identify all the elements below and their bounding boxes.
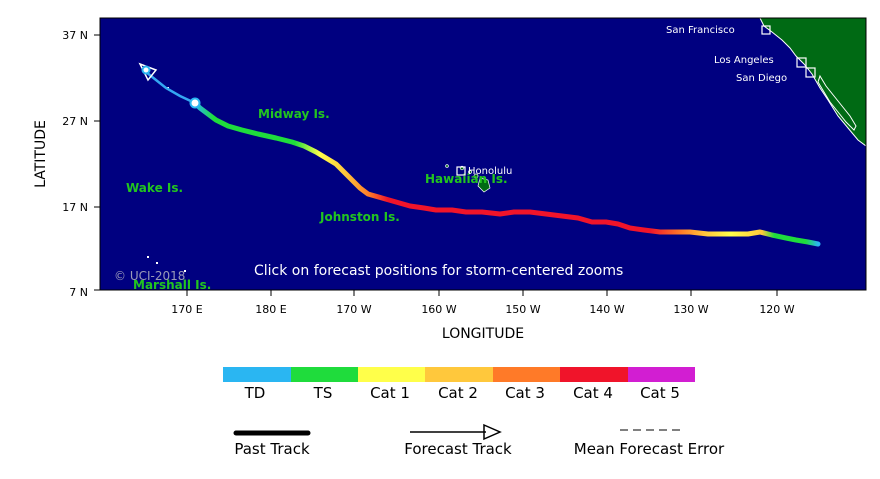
lon-tick-170e: 170 E xyxy=(171,303,202,316)
plot-frame xyxy=(99,17,867,291)
lat-tick-7n: 7 N xyxy=(69,286,88,299)
legend-swatch-ts xyxy=(291,367,358,382)
forecast-track xyxy=(145,71,196,105)
lon-tick-150w: 150 W xyxy=(505,303,540,316)
johnston-label: Johnston Is. xyxy=(319,210,400,224)
lat-tick-27n: 27 N xyxy=(62,115,88,128)
legend-label-ts: TS xyxy=(313,384,333,402)
lon-tick-160w: 160 W xyxy=(421,303,456,316)
legend-label-td: TD xyxy=(244,384,266,402)
zoom-instruction: Click on forecast positions for storm-ce… xyxy=(254,263,623,279)
forecast-track-symbol-arrowhead xyxy=(483,423,502,441)
past-track xyxy=(192,100,821,247)
honolulu-marker xyxy=(456,166,466,176)
san-diego-marker xyxy=(805,67,816,78)
legend-swatch-cat5 xyxy=(628,367,695,382)
latitude-axis-title: LATITUDE xyxy=(33,120,49,188)
forecast-position-current[interactable] xyxy=(189,97,201,109)
lon-tick-130w: 130 W xyxy=(673,303,708,316)
hawaiian-label: Hawaiian Is. xyxy=(425,172,508,186)
ocean-background xyxy=(100,18,866,290)
legend-swatch-cat2 xyxy=(425,367,493,382)
lon-tick-120w: 120 W xyxy=(759,303,794,316)
legend-swatch-cat3 xyxy=(493,367,560,382)
latitude-ticks xyxy=(94,34,100,291)
baja-california-land xyxy=(817,74,857,131)
lat-tick-17n: 17 N xyxy=(62,201,88,214)
legend-swatch-cat1 xyxy=(358,367,425,382)
forecast-track-label: Forecast Track xyxy=(404,440,512,458)
marshall-label: Marshall Is. xyxy=(133,278,211,292)
legend-label-cat4: Cat 4 xyxy=(573,384,613,402)
forecast-position-end[interactable] xyxy=(141,65,151,75)
past-track-label: Past Track xyxy=(234,440,310,458)
wake-label: Wake Is. xyxy=(126,181,183,195)
legend-label-cat3: Cat 3 xyxy=(505,384,545,402)
copyright-notice: © UCI-2018 xyxy=(114,269,185,283)
legend-swatch-cat4 xyxy=(560,367,628,382)
longitude-axis-title: LONGITUDE xyxy=(442,326,524,342)
longitude-ticks xyxy=(186,290,778,296)
lat-tick-37n: 37 N xyxy=(62,29,88,42)
lon-tick-140w: 140 W xyxy=(589,303,624,316)
lon-tick-180e: 180 E xyxy=(255,303,286,316)
mean-error-label: Mean Forecast Error xyxy=(573,440,725,458)
intensity-color-bar xyxy=(223,367,695,382)
san-francisco-label: San Francisco xyxy=(666,25,735,36)
legend-label-cat2: Cat 2 xyxy=(438,384,478,402)
midway-label: Midway Is. xyxy=(258,107,330,121)
legend-label-cat1: Cat 1 xyxy=(370,384,410,402)
lon-tick-170w: 170 W xyxy=(336,303,371,316)
legend-swatch-td xyxy=(223,367,291,382)
san-diego-label: San Diego xyxy=(736,73,787,84)
legend-label-cat5: Cat 5 xyxy=(640,384,680,402)
honolulu-label: Honolulu xyxy=(468,166,512,177)
los-angeles-label: Los Angeles xyxy=(714,55,774,66)
los-angeles-marker xyxy=(796,57,807,68)
san-francisco-marker xyxy=(761,25,771,35)
